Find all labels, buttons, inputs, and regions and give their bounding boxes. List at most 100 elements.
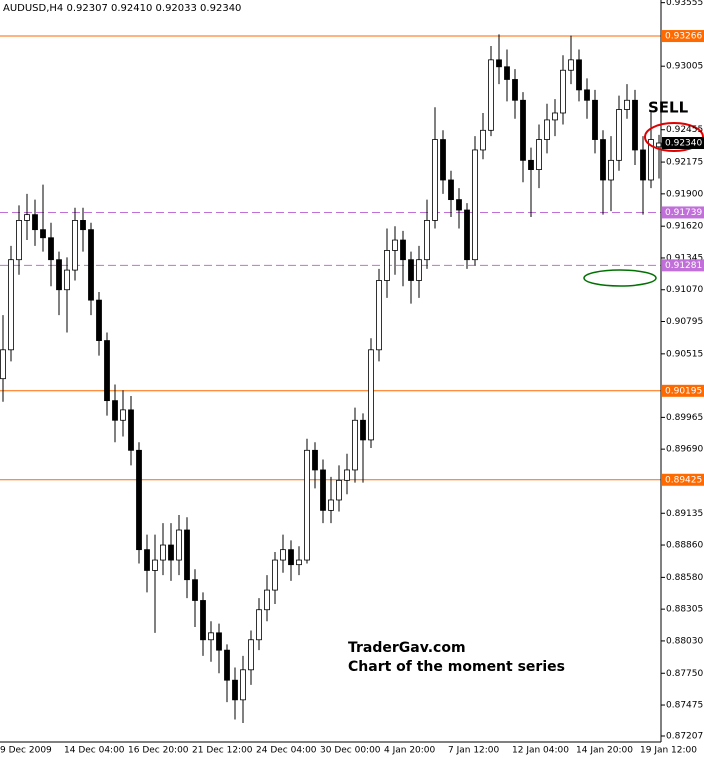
level-label: 0.90195 [665, 386, 702, 396]
y-tick-label: 0.87207 [666, 731, 703, 741]
candle-body [472, 149, 478, 261]
candle-body [552, 112, 558, 121]
y-tick-label: 0.91345 [666, 253, 703, 263]
candle-body [392, 239, 398, 251]
candle-body [352, 419, 358, 471]
candle-body [416, 259, 422, 281]
candle-body [312, 449, 318, 471]
watermark: TraderGav.com [348, 640, 466, 656]
candle-body [120, 409, 126, 421]
level-label-box [662, 30, 704, 43]
candle-body [136, 449, 142, 551]
candle-body [440, 139, 446, 181]
candle-body [168, 544, 174, 561]
x-tick-label: 19 Jan 12:00 [640, 746, 697, 756]
y-tick-label: 0.89965 [666, 413, 703, 423]
level-label: 0.91739 [665, 208, 702, 218]
candle-body [400, 239, 406, 261]
candle-body [8, 259, 14, 351]
candle-body [496, 59, 502, 68]
x-tick-label: 4 Jan 20:00 [384, 746, 436, 756]
candle-body [224, 649, 230, 681]
candle-body [368, 349, 374, 441]
candle-body [344, 469, 350, 481]
candle-body [464, 209, 470, 261]
candle-body [104, 340, 110, 402]
candle-body [48, 237, 54, 261]
candle-body [328, 499, 334, 511]
candle-body [160, 544, 166, 561]
candle-body [512, 79, 518, 101]
candle-body [424, 220, 430, 261]
y-tick-label: 0.88860 [666, 541, 703, 551]
y-tick-label: 0.92175 [666, 158, 703, 168]
x-tick-label: 7 Jan 12:00 [448, 746, 500, 756]
candle-body [112, 400, 118, 421]
candle-body [480, 129, 486, 151]
candle-body [88, 229, 94, 301]
x-tick-label: 14 Jan 20:00 [576, 746, 633, 756]
candle-body [528, 159, 534, 170]
x-tick-label: 21 Dec 12:00 [192, 746, 253, 756]
last-price-label: 0.92340 [665, 139, 702, 149]
candle-body [232, 679, 238, 701]
candle-body [152, 559, 158, 571]
x-tick-label: 16 Dec 20:00 [128, 746, 189, 756]
candle-body [320, 469, 326, 511]
candle-body [624, 99, 630, 110]
level-label-box [662, 384, 704, 397]
candle-body [240, 669, 246, 701]
candle-body [176, 529, 182, 561]
candle-body [24, 214, 30, 221]
candle-body [592, 99, 598, 140]
level-label-box [662, 259, 704, 272]
plot-area [0, 34, 662, 723]
level-label: 0.93266 [665, 32, 702, 42]
y-tick-label: 0.92455 [666, 125, 703, 135]
y-tick-label: 0.88580 [666, 573, 703, 583]
y-tick-label: 0.93555 [666, 0, 703, 8]
candle-body [272, 559, 278, 591]
sell-ellipse [644, 122, 704, 152]
candle-body [0, 349, 6, 380]
x-tick-label: 14 Dec 04:00 [64, 746, 125, 756]
candle-body [536, 139, 542, 170]
candle-body [584, 89, 590, 101]
candle-body [56, 259, 62, 291]
candle-body [40, 229, 46, 239]
candle-body [432, 139, 438, 221]
candle-body [544, 119, 550, 140]
target-ellipse [583, 269, 657, 287]
candle-body [520, 99, 526, 161]
candle-body [184, 529, 190, 581]
candle-body [456, 199, 462, 211]
x-tick-label: 30 Dec 00:00 [320, 746, 381, 756]
candle-body [80, 220, 86, 231]
y-tick-label: 0.91900 [666, 189, 703, 199]
level-label: 0.89425 [665, 475, 702, 485]
candle-body [384, 250, 390, 281]
y-tick-label: 0.88030 [666, 636, 703, 646]
candle-body [288, 549, 294, 566]
y-tick-label: 0.87475 [666, 701, 703, 711]
candle-body [336, 479, 342, 501]
y-tick-label: 0.91070 [666, 285, 703, 295]
candle-body [648, 139, 654, 181]
candle-body [600, 139, 606, 181]
y-tick-label: 0.88305 [666, 605, 703, 615]
candle-body [568, 59, 574, 71]
candle-body [640, 149, 646, 181]
candle-body [488, 59, 494, 131]
candle-body [616, 109, 622, 161]
candle-body [256, 609, 262, 641]
y-tick-label: 0.90795 [666, 317, 703, 327]
y-tick-label: 0.93005 [666, 62, 703, 72]
candle-body [32, 214, 38, 231]
candle-body [576, 59, 582, 91]
watermark: Chart of the moment series [348, 659, 565, 675]
last-price-box [662, 137, 704, 150]
level-label: 0.91281 [665, 261, 702, 271]
candle-body [296, 559, 302, 566]
